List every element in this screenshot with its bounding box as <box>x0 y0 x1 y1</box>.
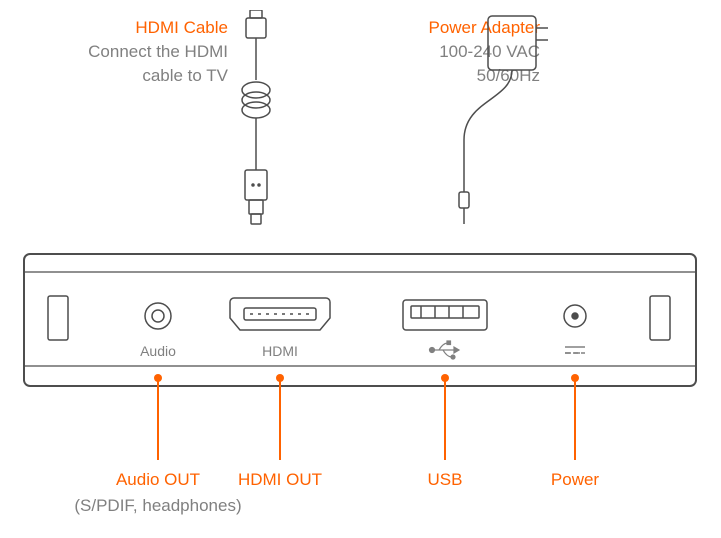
usb-label: USB <box>395 468 495 492</box>
hdmi-out-label: HDMI OUT <box>210 468 350 492</box>
dc-power-symbol-icon <box>565 347 585 353</box>
audio-device-label: Audio <box>140 343 176 359</box>
power-label: Power <box>525 468 625 492</box>
audio-out-sublabel: (S/PDIF, headphones) <box>58 494 258 518</box>
device-rear-panel: Audio HDMI <box>0 0 721 538</box>
usb-port-icon <box>403 300 487 330</box>
audio-port-icon <box>145 303 171 329</box>
hdmi-port-icon <box>230 298 330 330</box>
hdmi-device-label: HDMI <box>262 343 298 359</box>
power-port-icon <box>564 305 586 327</box>
usb-symbol-icon <box>430 341 460 359</box>
